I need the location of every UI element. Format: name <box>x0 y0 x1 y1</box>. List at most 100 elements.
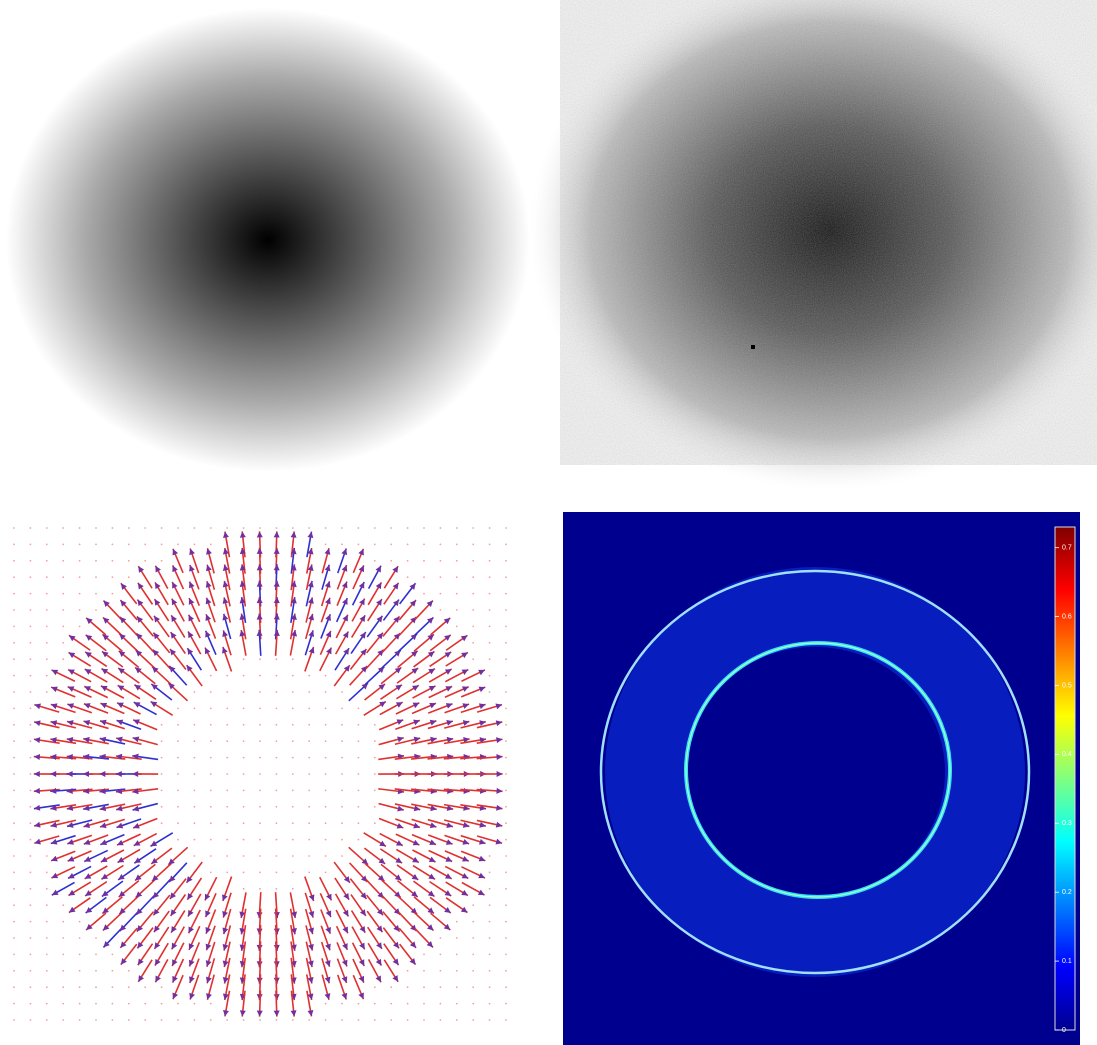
vector-dot <box>455 1002 458 1005</box>
vector-dot <box>455 576 458 579</box>
arrow-head <box>463 805 470 811</box>
vector-dot <box>275 805 278 808</box>
vector-dot <box>62 920 65 923</box>
vector-dot <box>423 527 425 529</box>
vector-dot <box>78 953 81 956</box>
arrow-head <box>153 908 160 916</box>
arrow-head <box>100 685 108 692</box>
vector-dot <box>455 592 458 595</box>
vector-dot <box>13 625 15 628</box>
vector-dot <box>455 559 458 562</box>
arrow-head <box>119 616 127 624</box>
arrow-head <box>170 909 177 916</box>
arrow-head <box>377 649 384 657</box>
vector-dot <box>144 543 147 546</box>
vector-dot <box>62 1019 65 1021</box>
arrow-head <box>396 822 404 829</box>
arrow-head <box>256 613 263 620</box>
vector-dot <box>259 1019 261 1021</box>
vector-dot <box>226 527 229 529</box>
arrow-head <box>83 770 90 777</box>
vector-dot <box>472 576 475 579</box>
colorbar-tick-label: 0.4 <box>1062 751 1072 758</box>
vector-dot <box>439 609 442 611</box>
vector-dot <box>357 723 360 726</box>
vector-dot <box>78 559 81 562</box>
vector-dot <box>193 789 196 792</box>
vector-dot <box>111 986 114 989</box>
arrow-head <box>206 548 212 555</box>
arrow-head <box>478 686 486 693</box>
arrow-head <box>188 614 194 622</box>
arrow-head <box>411 873 419 880</box>
arrow-head <box>101 890 109 897</box>
vector-dot <box>505 855 507 857</box>
vector-dot <box>95 937 97 939</box>
vector-dot <box>193 707 196 710</box>
vector-dot <box>242 871 245 874</box>
vector-dot <box>78 609 81 611</box>
vector-dot <box>275 789 278 792</box>
vector-dot <box>45 576 48 579</box>
arrow-head <box>291 630 298 637</box>
arrow-head <box>412 856 419 863</box>
arrow-head <box>50 770 57 777</box>
vector-dot <box>13 789 15 792</box>
vector-dot <box>439 543 442 546</box>
vector-dot <box>357 822 360 825</box>
vector-dot <box>95 559 97 562</box>
arrow-head <box>359 598 365 606</box>
vector-dot <box>29 937 32 939</box>
vector-dot <box>259 773 261 775</box>
vector-dot <box>423 969 425 972</box>
arrow-head <box>133 822 140 829</box>
vector-dot <box>193 1002 196 1005</box>
arrow-head <box>409 941 417 948</box>
arrow-head <box>394 891 401 898</box>
arrow-head <box>170 648 177 656</box>
vector-dot <box>95 592 97 595</box>
arrow-head <box>360 875 368 882</box>
arrow-head <box>151 857 158 864</box>
arrow-head <box>427 924 434 931</box>
arrow-head <box>307 548 314 555</box>
vector-dot <box>275 1019 278 1021</box>
arrow-head <box>479 787 487 794</box>
arrow-head <box>324 976 331 984</box>
vector-dot <box>177 789 179 792</box>
vector-dot <box>423 1019 425 1021</box>
vector-dot <box>45 592 48 595</box>
arrow-head <box>84 856 91 862</box>
vector-dot <box>242 805 245 808</box>
arrow-head <box>428 668 435 675</box>
arrow-head <box>169 875 176 882</box>
vector-dot <box>13 920 15 923</box>
arrow-head <box>205 630 211 638</box>
arrow-head <box>84 873 92 879</box>
vector-dot <box>488 609 491 611</box>
arrow-head <box>150 701 158 708</box>
vector-dot <box>29 920 32 923</box>
arrow-head <box>397 736 404 743</box>
arrow-head <box>324 993 331 1000</box>
vector-dot <box>259 740 261 743</box>
arrow-head <box>153 925 160 933</box>
arrow-head <box>33 787 41 794</box>
arrow-head <box>462 856 469 862</box>
vector-dot <box>455 953 458 956</box>
vector-dot <box>406 969 409 972</box>
vector-dot <box>242 838 245 841</box>
arrow-head <box>376 908 384 916</box>
arrow-head <box>376 615 383 623</box>
arrow-head <box>99 822 107 829</box>
arrow-head <box>379 701 386 708</box>
arrow-head <box>307 597 314 604</box>
arrow-head <box>67 703 75 709</box>
arrow-head <box>393 925 400 932</box>
vector-dot <box>357 805 360 808</box>
vector-dot <box>177 805 179 808</box>
vector-dot <box>45 641 48 644</box>
arrow-head <box>83 788 90 795</box>
vector-dot <box>78 543 81 546</box>
arrow-head <box>360 892 367 899</box>
